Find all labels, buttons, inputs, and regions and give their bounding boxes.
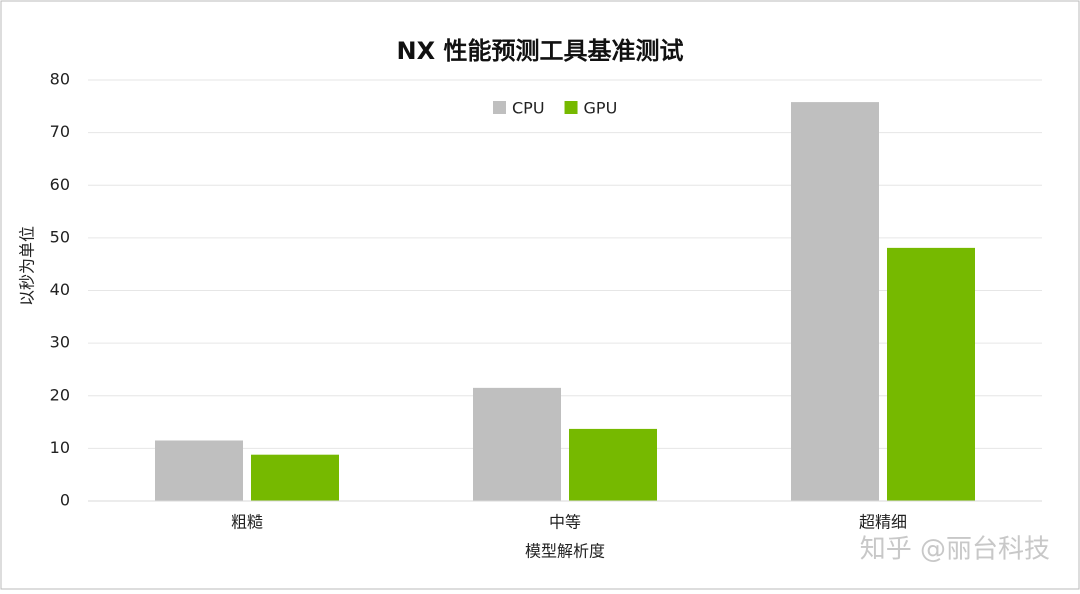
bar xyxy=(155,440,243,501)
chart-title: NX 性能预测工具基准测试 xyxy=(397,37,684,65)
bar xyxy=(791,102,879,501)
y-tick-label: 10 xyxy=(50,438,70,457)
bar xyxy=(251,454,339,501)
legend-swatch xyxy=(564,101,578,114)
x-tick-label: 超精细 xyxy=(859,513,907,532)
bar xyxy=(569,428,657,501)
y-tick-label: 30 xyxy=(50,333,70,352)
y-tick-label: 50 xyxy=(50,227,70,246)
y-tick-label: 0 xyxy=(60,491,70,510)
y-tick-label: 60 xyxy=(50,175,70,194)
bar xyxy=(887,247,975,501)
x-tick-label: 粗糙 xyxy=(231,513,263,532)
legend-label: CPU xyxy=(512,99,545,118)
legend-swatch xyxy=(493,101,506,114)
legend-label: GPU xyxy=(584,99,618,118)
x-axis-label: 模型解析度 xyxy=(525,542,605,561)
watermark: 知乎 @丽台科技 xyxy=(860,535,1050,565)
y-tick-label: 20 xyxy=(50,385,70,404)
y-axis-label: 以秒为单位 xyxy=(18,226,37,306)
y-tick-label: 40 xyxy=(50,280,70,299)
bar xyxy=(473,387,561,501)
y-tick-label: 70 xyxy=(50,122,70,141)
y-tick-label: 80 xyxy=(50,70,70,89)
x-tick-label: 中等 xyxy=(549,513,581,532)
